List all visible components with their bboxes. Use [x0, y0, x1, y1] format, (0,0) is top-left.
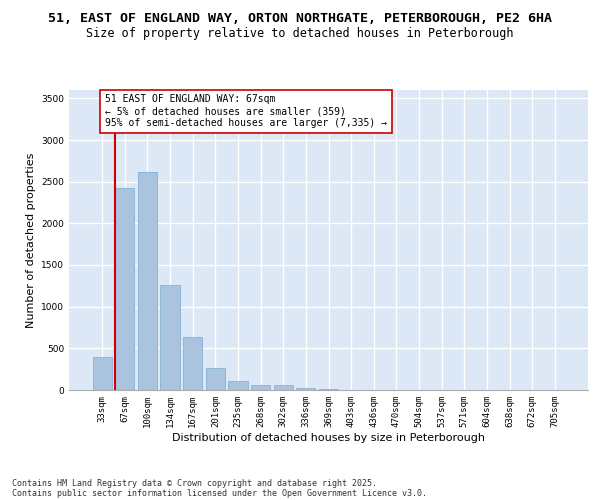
Text: 51 EAST OF ENGLAND WAY: 67sqm
← 5% of detached houses are smaller (359)
95% of s: 51 EAST OF ENGLAND WAY: 67sqm ← 5% of de…	[106, 94, 388, 128]
Bar	[115, 188, 134, 390]
Bar	[206, 368, 225, 390]
Text: Size of property relative to detached houses in Peterborough: Size of property relative to detached ho…	[86, 28, 514, 40]
X-axis label: Distribution of detached houses by size in Peterborough: Distribution of detached houses by size …	[172, 432, 485, 442]
Bar	[183, 336, 202, 390]
Bar	[138, 172, 157, 390]
Bar	[251, 386, 270, 390]
Y-axis label: Number of detached properties: Number of detached properties	[26, 152, 35, 328]
Bar	[319, 389, 338, 390]
Bar	[160, 285, 180, 390]
Bar	[274, 386, 293, 390]
Bar	[296, 388, 316, 390]
Bar	[229, 381, 248, 390]
Text: Contains public sector information licensed under the Open Government Licence v3: Contains public sector information licen…	[12, 488, 427, 498]
Bar	[92, 356, 112, 390]
Text: 51, EAST OF ENGLAND WAY, ORTON NORTHGATE, PETERBOROUGH, PE2 6HA: 51, EAST OF ENGLAND WAY, ORTON NORTHGATE…	[48, 12, 552, 26]
Text: Contains HM Land Registry data © Crown copyright and database right 2025.: Contains HM Land Registry data © Crown c…	[12, 478, 377, 488]
